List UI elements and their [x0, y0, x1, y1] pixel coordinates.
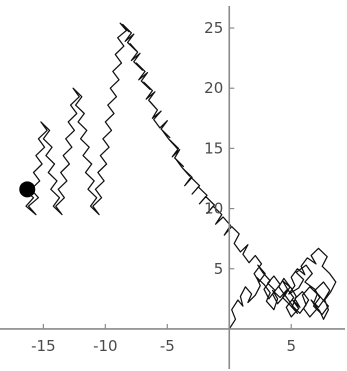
y-tick-labels: 5 10 15 20 25: [204, 19, 223, 278]
x-tick-label: -15: [31, 337, 56, 355]
axes: [0, 6, 345, 369]
x-tick-label: 5: [286, 337, 296, 355]
y-tick-label: 15: [204, 139, 223, 157]
x-tick-label: -5: [160, 337, 175, 355]
x-tick-labels: -15 -10 -5 5: [31, 337, 296, 355]
y-tick-label: 20: [204, 79, 223, 97]
x-tick-label: -10: [93, 337, 118, 355]
y-tick-label: 5: [214, 260, 224, 278]
ticks-layer: [42, 27, 292, 329]
walk-endpoint-marker: [19, 181, 36, 198]
walk-path-layer: [22, 22, 337, 330]
y-tick-label: 10: [204, 200, 223, 218]
y-tick-label: 25: [204, 19, 223, 37]
walk-series-line: [22, 22, 337, 330]
